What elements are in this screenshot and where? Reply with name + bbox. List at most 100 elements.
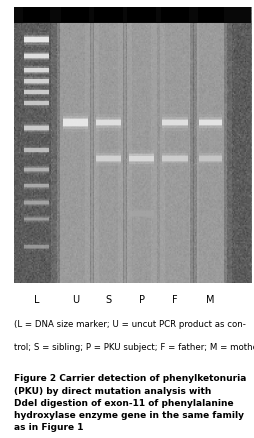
Bar	[96, 156, 121, 161]
Bar	[24, 102, 49, 105]
Bar	[24, 101, 49, 106]
Bar	[162, 119, 188, 126]
Bar	[24, 91, 49, 94]
Bar	[24, 67, 49, 73]
Bar	[24, 65, 49, 75]
Bar	[162, 156, 188, 161]
Text: trol; S = sibling; P = PKU subject; F = father; M = mother): trol; S = sibling; P = PKU subject; F = …	[14, 343, 254, 352]
Text: Figure 2 Carrier detection of phenylketonuria
(PKU) by direct mutation analysis : Figure 2 Carrier detection of phenylketo…	[14, 374, 246, 432]
Bar	[24, 199, 49, 205]
Bar	[189, 21, 232, 283]
Bar	[63, 117, 88, 128]
Bar	[199, 114, 222, 131]
Bar	[24, 90, 49, 95]
Bar	[24, 181, 49, 191]
Bar	[91, 21, 126, 283]
Bar	[14, 7, 251, 23]
Bar	[24, 50, 49, 63]
Bar	[24, 168, 49, 171]
Text: M: M	[206, 295, 215, 305]
Bar	[57, 21, 93, 283]
Bar	[24, 89, 49, 95]
Bar	[96, 151, 121, 166]
Bar	[24, 148, 49, 152]
Bar	[24, 198, 49, 207]
Text: F: F	[172, 295, 178, 305]
Bar	[24, 78, 49, 85]
Bar	[94, 21, 123, 283]
Bar	[199, 119, 222, 126]
Bar	[63, 113, 88, 131]
Bar	[24, 126, 49, 130]
Bar	[96, 114, 121, 131]
Bar	[162, 120, 188, 125]
Bar	[24, 166, 49, 173]
Bar	[24, 37, 49, 42]
Bar	[162, 114, 188, 131]
Bar	[96, 117, 121, 128]
Bar	[24, 147, 49, 153]
Bar	[24, 164, 49, 174]
Bar	[24, 98, 49, 108]
Bar	[124, 21, 160, 283]
Bar	[198, 7, 224, 21]
Bar	[24, 76, 49, 86]
Bar	[199, 153, 222, 163]
Bar	[199, 155, 222, 162]
Bar	[162, 151, 188, 166]
Bar	[127, 21, 156, 283]
Bar	[129, 153, 154, 164]
Bar	[129, 155, 154, 161]
Bar	[129, 155, 154, 162]
Bar	[24, 218, 49, 220]
Bar	[24, 124, 49, 132]
Bar	[194, 21, 227, 283]
Bar	[129, 211, 154, 216]
Bar	[14, 7, 251, 283]
Bar	[24, 32, 49, 47]
Bar	[24, 244, 49, 249]
Bar	[118, 21, 166, 283]
Bar	[197, 21, 224, 283]
Bar	[160, 21, 190, 283]
Bar	[24, 125, 49, 131]
Bar	[96, 120, 121, 125]
Text: L: L	[34, 295, 39, 305]
Bar	[129, 209, 154, 218]
Bar	[24, 148, 49, 152]
Bar	[61, 7, 89, 21]
Bar	[199, 156, 222, 161]
Bar	[24, 217, 49, 221]
Bar	[24, 215, 49, 223]
Bar	[94, 7, 123, 21]
Bar	[96, 155, 121, 162]
Bar	[24, 184, 49, 187]
Bar	[162, 153, 188, 163]
Bar	[63, 118, 88, 127]
Bar	[24, 145, 49, 155]
Bar	[24, 68, 49, 72]
Bar	[24, 78, 49, 84]
Bar	[24, 35, 49, 45]
Bar	[63, 120, 88, 126]
Bar	[52, 21, 99, 283]
Bar	[23, 7, 50, 21]
Bar	[24, 216, 49, 222]
Bar	[199, 151, 222, 166]
Bar	[128, 7, 156, 21]
Bar	[24, 184, 49, 188]
Text: P: P	[139, 295, 145, 305]
Bar	[24, 201, 49, 204]
Bar	[24, 53, 49, 59]
Bar	[24, 200, 49, 205]
Bar	[151, 21, 199, 283]
Bar	[129, 207, 154, 220]
Bar	[24, 183, 49, 189]
Bar	[199, 117, 222, 128]
Bar	[96, 119, 121, 126]
Bar	[129, 150, 154, 166]
Bar	[162, 117, 188, 128]
Bar	[24, 52, 49, 60]
Bar	[24, 122, 49, 134]
Bar	[129, 210, 154, 217]
